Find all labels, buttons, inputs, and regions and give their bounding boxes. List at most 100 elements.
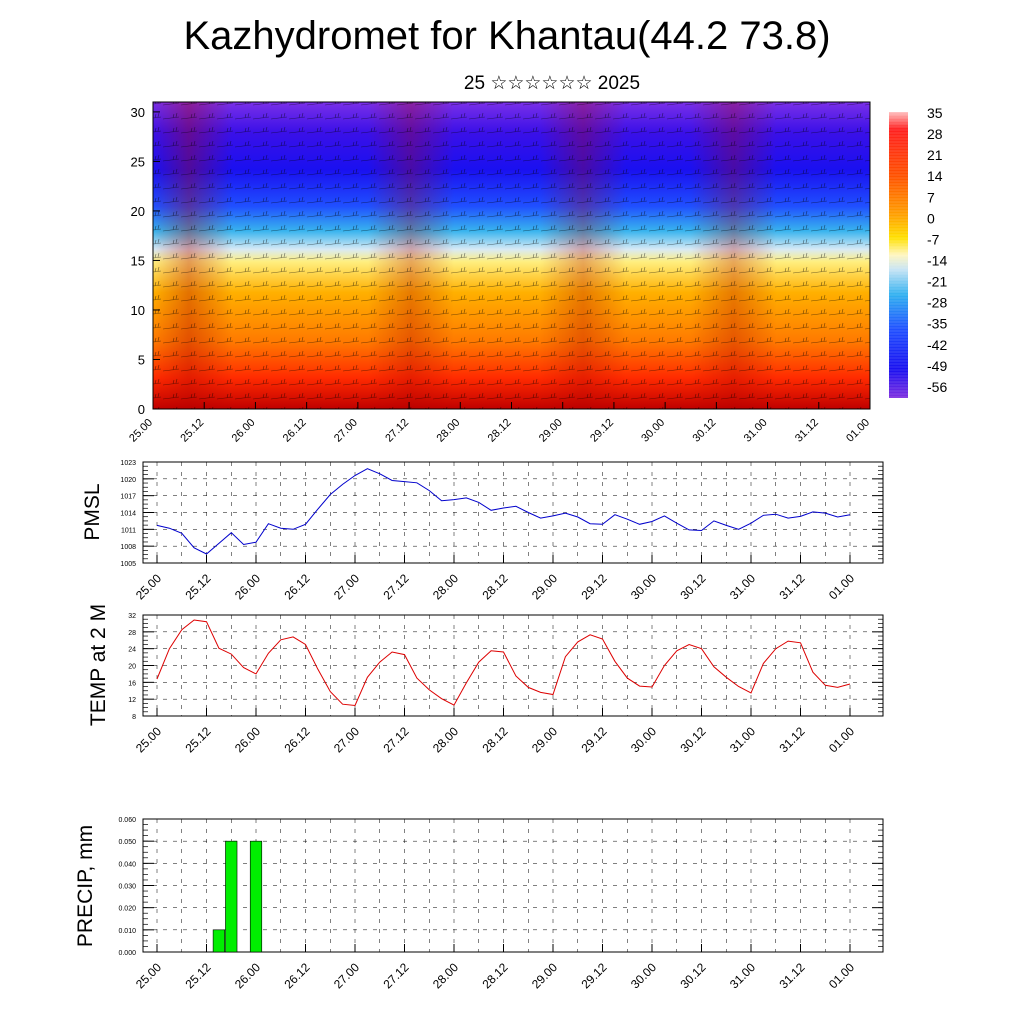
pmsl-x-tick-label: 29.12 xyxy=(578,571,609,602)
pmsl-x-tick-label: 27.12 xyxy=(380,571,411,602)
pmsl-x-tick-label: 26.12 xyxy=(281,571,312,602)
precip-x-tick-label: 01.00 xyxy=(826,960,857,991)
colorbar-label: -49 xyxy=(927,358,947,374)
temp-x-tick-label: 28.00 xyxy=(430,724,461,755)
pmsl-x-tick-label: 31.12 xyxy=(776,571,807,602)
temp-y-tick-label: 28 xyxy=(128,630,136,637)
precip-x-tick-label: 28.12 xyxy=(479,960,510,991)
pmsl-x-tick-label: 28.12 xyxy=(479,571,510,602)
precip-y-tick-label: 0.060 xyxy=(118,817,136,824)
colorbar-label: -14 xyxy=(927,253,947,269)
precip-x-tick-label: 31.00 xyxy=(727,960,758,991)
colorbar: 35 28 21 14 7 0 -7 -14 -21 -28 -35 -42 -49 -56 xyxy=(889,105,947,398)
pmsl-y-tick-label: 1023 xyxy=(120,460,136,467)
temp-axis-label: TEMP at 2 M xyxy=(87,604,110,726)
temp-x-tick-label: 30.00 xyxy=(628,724,659,755)
heatmap-x-tick-label: 29.00 xyxy=(537,417,565,445)
heatmap-x-tick-label: 28.00 xyxy=(434,417,462,445)
heatmap-y-tick-label: 10 xyxy=(131,303,145,318)
pmsl-x-tick-label: 01.00 xyxy=(826,571,857,602)
pmsl-y-tick-label: 1020 xyxy=(120,477,136,484)
pmsl-x-tick-label: 30.12 xyxy=(677,571,708,602)
precip-x-tick-label: 28.00 xyxy=(430,960,461,991)
pmsl-y-tick-label: 1008 xyxy=(120,544,136,551)
precip-bar xyxy=(212,929,225,953)
precip-x-tick-label: 26.00 xyxy=(232,960,263,991)
precip-y-tick-label: 0.030 xyxy=(118,884,136,891)
heatmap-x-tick-label: 28.12 xyxy=(486,417,514,445)
colorbar-label: 14 xyxy=(927,168,943,184)
heatmap-x-tick-label: 26.00 xyxy=(230,417,258,445)
pmsl-x-tick-label: 29.00 xyxy=(529,571,560,602)
heatmap-x-tick-label: 30.12 xyxy=(691,417,719,445)
temp-x-tick-label: 30.12 xyxy=(677,724,708,755)
heatmap-y-tick-label: 20 xyxy=(131,204,145,219)
temp-x-tick-label: 31.12 xyxy=(776,724,807,755)
pmsl-x-tick-label: 30.00 xyxy=(628,571,659,602)
precip-x-tick-label: 30.00 xyxy=(628,960,659,991)
heatmap-x-tick-label: 27.12 xyxy=(383,417,411,445)
pmsl-panel: 1005 1008 1011 1014 1017 1020 1023 25.00 25.12 26… xyxy=(81,460,884,602)
temp-y-tick-label: 12 xyxy=(128,697,136,704)
precip-y-tick-label: 0.050 xyxy=(118,839,136,846)
temp-x-tick-label: 29.12 xyxy=(578,724,609,755)
precip-panel: 0.000 0.010 0.020 0.030 0.040 0.050 0.060 25.00… xyxy=(74,817,884,991)
heatmap-x-tick-label: 01.00 xyxy=(844,417,872,445)
temp-y-tick-label: 32 xyxy=(128,613,136,620)
precip-axis-label: PRECIP, mm xyxy=(74,825,97,947)
precip-y-tick-label: 0.020 xyxy=(118,906,136,913)
temp-series-line xyxy=(156,619,851,707)
precip-x-tick-label: 27.00 xyxy=(331,960,362,991)
precip-bar xyxy=(249,840,263,953)
temp-x-tick-label: 31.00 xyxy=(727,724,758,755)
colorbar-label: 35 xyxy=(927,105,943,121)
colorbar-label: 28 xyxy=(927,126,943,142)
precip-y-tick-label: 0.000 xyxy=(118,950,136,957)
temp-x-tick-label: 26.00 xyxy=(232,724,263,755)
wind-barbs xyxy=(153,102,870,409)
precip-x-tick-label: 29.12 xyxy=(578,960,609,991)
colorbar-label: -35 xyxy=(927,316,947,332)
precip-x-tick-label: 29.00 xyxy=(529,960,560,991)
colorbar-label: -7 xyxy=(927,231,940,247)
heatmap-y-tick-label: 5 xyxy=(138,352,145,367)
heatmap-x-tick-label: 26.12 xyxy=(281,417,309,445)
pmsl-series-line xyxy=(156,468,851,555)
heatmap-x-tick-label: 30.00 xyxy=(639,417,667,445)
colorbar-label: 21 xyxy=(927,147,943,163)
pmsl-x-tick-label: 27.00 xyxy=(331,571,362,602)
chart-subtitle: 25 ☆☆☆☆☆☆ 2025 xyxy=(463,73,641,94)
pmsl-x-tick-label: 28.00 xyxy=(430,571,461,602)
pmsl-x-tick-label: 26.00 xyxy=(232,571,263,602)
temp-x-tick-label: 25.00 xyxy=(133,724,164,755)
temp-x-tick-label: 27.00 xyxy=(331,724,362,755)
chart-title: Kazhydromet for Khantau(44.2 73.8) xyxy=(183,14,831,58)
temp-x-tick-label: 01.00 xyxy=(826,724,857,755)
temp-y-tick-label: 8 xyxy=(132,714,136,721)
precip-y-tick-label: 0.040 xyxy=(118,861,136,868)
pmsl-x-tick-label: 31.00 xyxy=(727,571,758,602)
pmsl-x-tick-label: 25.12 xyxy=(182,571,213,602)
precip-x-tick-label: 27.12 xyxy=(380,960,411,991)
heatmap-x-tick-label: 25.12 xyxy=(178,417,206,445)
precip-x-tick-label: 26.12 xyxy=(281,960,312,991)
colorbar-label: -28 xyxy=(927,295,947,311)
colorbar-gradient xyxy=(889,112,908,398)
precip-x-tick-label: 25.12 xyxy=(182,960,213,991)
colorbar-label: 0 xyxy=(927,210,935,226)
heatmap-y-tick-label: 15 xyxy=(131,253,145,268)
temp-y-tick-label: 24 xyxy=(128,647,136,654)
heatmap-x-tick-label: 27.00 xyxy=(332,417,360,445)
colorbar-label: -42 xyxy=(927,337,947,353)
temp-y-tick-label: 20 xyxy=(128,664,136,671)
heatmap-y-tick-label: 25 xyxy=(131,154,145,169)
pmsl-axis-label: PMSL xyxy=(81,483,104,540)
precip-x-tick-label: 30.12 xyxy=(677,960,708,991)
temp-x-tick-label: 27.12 xyxy=(380,724,411,755)
heatmap-x-tick-label: 31.00 xyxy=(742,417,770,445)
heatmap-x-tick-label: 31.12 xyxy=(793,417,821,445)
temp-panel: 8 12 16 20 24 28 32 25.00 25.12 26.00 26.12 27.00 27… xyxy=(87,604,884,755)
temp-x-tick-label: 25.12 xyxy=(182,724,213,755)
precip-x-tick-label: 25.00 xyxy=(133,960,164,991)
